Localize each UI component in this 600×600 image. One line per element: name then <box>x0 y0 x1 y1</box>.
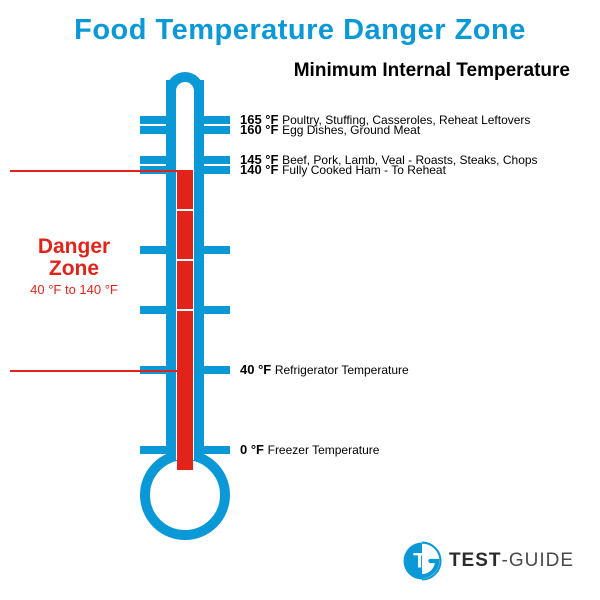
tg-logo-icon: T <box>401 540 443 582</box>
danger-zone-label: DangerZone40 °F to 140 °F <box>14 236 134 297</box>
thermometer-diagram: DangerZone40 °F to 140 °F 165 °F Poultry… <box>0 70 600 540</box>
tick-145-right <box>200 156 230 164</box>
svg-text:T: T <box>413 550 426 573</box>
fluid-divider <box>176 209 194 211</box>
tick-160-right <box>200 126 230 134</box>
tick-0-right <box>200 446 230 454</box>
tick-145-left <box>140 156 170 164</box>
tick-100-left <box>140 246 170 254</box>
danger-zone-line-high <box>10 170 185 172</box>
tick-70-right <box>200 306 230 314</box>
tick-40-right <box>200 366 230 374</box>
tick-165-left <box>140 116 170 124</box>
tick-70-left <box>140 306 170 314</box>
page-title: Food Temperature Danger Zone <box>0 0 600 47</box>
tick-160-left <box>140 126 170 134</box>
thermometer-fluid <box>177 170 193 470</box>
danger-zone-line-low <box>10 370 185 372</box>
brand-text: TEST-GUIDE <box>449 550 574 572</box>
fluid-divider <box>176 259 194 261</box>
tick-165-right <box>200 116 230 124</box>
temp-label-0: 0 °F Freezer Temperature <box>240 443 379 457</box>
temp-label-140: 140 °F Fully Cooked Ham - To Reheat <box>240 163 446 177</box>
thermometer-cap <box>166 72 204 92</box>
tick-0-left <box>140 446 170 454</box>
tick-100-right <box>200 246 230 254</box>
temp-label-40: 40 °F Refrigerator Temperature <box>240 363 409 377</box>
temp-label-160: 160 °F Egg Dishes, Ground Meat <box>240 123 420 137</box>
brand-logo: T TEST-GUIDE <box>401 540 574 582</box>
tick-140-right <box>200 166 230 174</box>
fluid-divider <box>176 309 194 311</box>
